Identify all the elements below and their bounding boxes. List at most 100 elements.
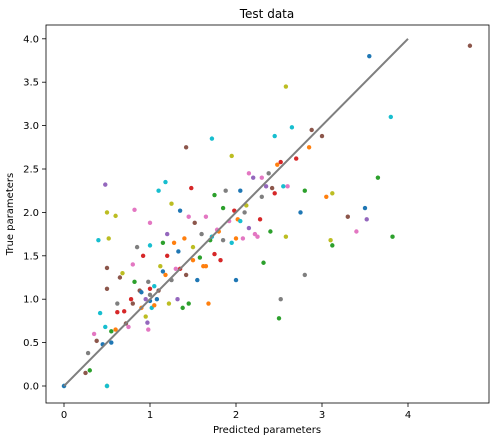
- data-point: [263, 184, 269, 189]
- data-point: [139, 290, 144, 295]
- data-point: [388, 114, 393, 120]
- data-point: [147, 286, 153, 291]
- data-point: [183, 145, 189, 150]
- data-point: [220, 205, 226, 211]
- data-point: [173, 266, 178, 272]
- data-point: [242, 210, 247, 215]
- data-point: [103, 182, 108, 187]
- data-point: [190, 257, 196, 263]
- data-point: [180, 305, 185, 311]
- data-point: [163, 272, 168, 278]
- y-tick-label: 4.0: [23, 34, 39, 45]
- data-point: [238, 218, 243, 224]
- data-point: [143, 297, 148, 302]
- data-point: [160, 240, 166, 245]
- data-point: [186, 214, 191, 219]
- data-point: [266, 171, 271, 176]
- data-point: [146, 327, 151, 332]
- data-point: [115, 301, 120, 306]
- data-point: [246, 225, 252, 231]
- data-point: [212, 192, 217, 198]
- data-point: [87, 368, 93, 373]
- data-point: [163, 179, 168, 185]
- data-point: [206, 301, 211, 306]
- data-point: [203, 214, 209, 219]
- data-point: [104, 210, 110, 215]
- y-tick-label: 0.0: [23, 382, 39, 393]
- data-point: [104, 383, 110, 389]
- data-point: [324, 194, 329, 199]
- data-point: [390, 234, 395, 239]
- data-point: [294, 156, 299, 161]
- data-point: [96, 237, 101, 243]
- data-point: [268, 229, 273, 234]
- data-point: [229, 240, 234, 245]
- data-point: [117, 275, 123, 280]
- data-point: [309, 127, 314, 133]
- data-point: [283, 234, 289, 239]
- y-tick-label: 1.5: [23, 251, 39, 262]
- data-point: [147, 220, 153, 226]
- y-tick-label: 3.0: [23, 121, 39, 132]
- data-point: [238, 188, 243, 193]
- y-tick-label: 1.0: [23, 295, 39, 306]
- data-point: [160, 269, 166, 274]
- data-point: [134, 244, 140, 250]
- data-point: [183, 272, 189, 278]
- y-tick-label: 2.0: [23, 208, 39, 219]
- x-tick-label: 4: [405, 410, 411, 421]
- data-point: [97, 310, 103, 316]
- data-point: [259, 175, 264, 180]
- data-point: [272, 133, 277, 139]
- data-point: [132, 279, 137, 285]
- data-point: [354, 229, 359, 234]
- data-point: [177, 208, 183, 213]
- data-point: [94, 338, 99, 344]
- data-point: [165, 231, 170, 237]
- data-point: [104, 286, 110, 291]
- data-point: [113, 327, 118, 332]
- data-point: [154, 297, 160, 302]
- data-point: [169, 201, 174, 206]
- data-point: [120, 270, 125, 276]
- data-point: [165, 253, 170, 258]
- data-point: [130, 262, 135, 267]
- x-tick-label: 1: [147, 410, 153, 421]
- data-point: [367, 53, 372, 59]
- data-point: [176, 249, 181, 254]
- data-point: [330, 243, 335, 248]
- y-tick-label: 3.5: [23, 78, 39, 89]
- data-point: [362, 205, 368, 211]
- data-point: [199, 231, 204, 237]
- data-point: [175, 297, 180, 302]
- data-point: [156, 188, 161, 193]
- data-point: [328, 237, 333, 243]
- data-point: [103, 324, 108, 330]
- data-point: [140, 253, 146, 258]
- data-point: [182, 236, 187, 241]
- data-point: [91, 331, 97, 337]
- data-point: [345, 214, 350, 219]
- data-point: [261, 260, 266, 265]
- data-point: [109, 329, 114, 334]
- data-point: [83, 370, 88, 376]
- data-point: [233, 277, 239, 283]
- data-point: [276, 316, 282, 321]
- y-axis-label: True parameters: [5, 173, 16, 256]
- data-point: [109, 340, 114, 345]
- data-point: [190, 244, 196, 250]
- data-point: [171, 240, 177, 245]
- data-point: [203, 264, 209, 269]
- data-point: [278, 159, 283, 165]
- data-point: [281, 184, 286, 189]
- data-point: [306, 145, 312, 150]
- reference-line-group: [63, 38, 409, 387]
- data-point: [240, 236, 246, 241]
- data-point: [85, 350, 91, 356]
- data-point: [285, 184, 290, 189]
- data-point: [375, 175, 381, 180]
- data-point: [275, 162, 280, 167]
- y-tick-label: 0.5: [23, 338, 39, 349]
- data-point: [113, 213, 118, 219]
